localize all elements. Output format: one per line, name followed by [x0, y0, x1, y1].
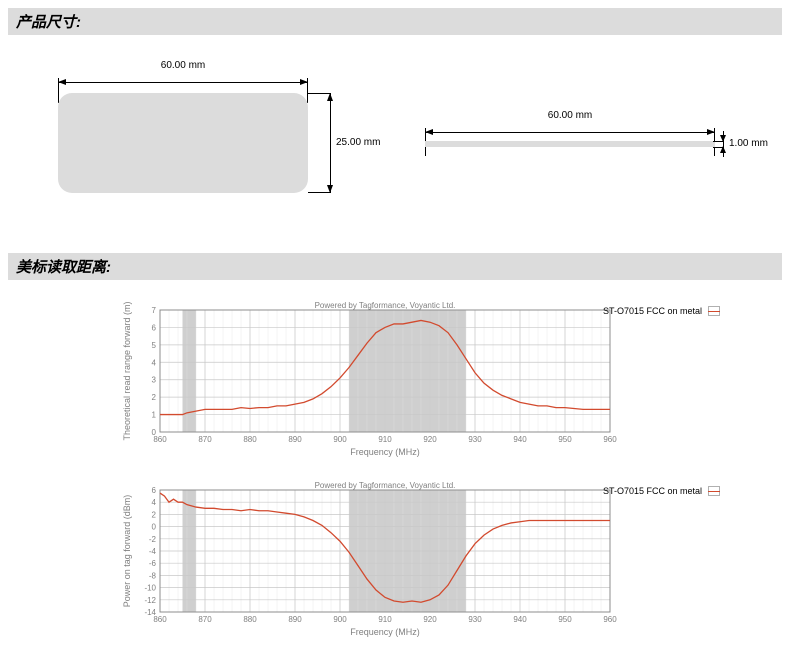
legend-label: ST-O7015 FCC on metal — [603, 306, 702, 316]
legend-swatch — [708, 306, 720, 316]
svg-text:6: 6 — [152, 323, 157, 332]
svg-text:6: 6 — [152, 486, 157, 495]
svg-text:-8: -8 — [149, 571, 157, 580]
svg-text:1: 1 — [152, 411, 157, 420]
chart1-legend: ST-O7015 FCC on metal — [603, 306, 720, 316]
tag-shape-front — [58, 93, 308, 193]
side-width-label: 60.00 mm — [540, 110, 600, 121]
svg-text:7: 7 — [152, 306, 157, 315]
svg-text:880: 880 — [243, 435, 257, 444]
thickness-dimension: 1.00 mm — [717, 131, 765, 161]
chart2-legend: ST-O7015 FCC on metal — [603, 486, 720, 496]
legend-label: ST-O7015 FCC on metal — [603, 486, 702, 496]
svg-text:930: 930 — [468, 435, 482, 444]
svg-text:-4: -4 — [149, 547, 157, 556]
svg-text:-2: -2 — [149, 535, 157, 544]
svg-text:910: 910 — [378, 435, 392, 444]
svg-text:Theoretical read range forward: Theoretical read range forward (m) — [122, 301, 132, 440]
read-range-chart: 8608708808909009109209309409509600123456… — [118, 298, 738, 458]
svg-text:-14: -14 — [144, 608, 156, 617]
svg-text:4: 4 — [152, 498, 157, 507]
width-label: 60.00 mm — [153, 60, 213, 71]
svg-text:-10: -10 — [144, 584, 156, 593]
svg-text:-12: -12 — [144, 596, 156, 605]
svg-text:Power on tag forward (dBm): Power on tag forward (dBm) — [122, 495, 132, 608]
svg-text:2: 2 — [152, 510, 157, 519]
svg-text:900: 900 — [333, 435, 347, 444]
dimensions-diagrams: 60.00 mm 25.00 mm 60.00 mm 1.00 mm — [8, 53, 782, 253]
svg-text:870: 870 — [198, 435, 212, 444]
svg-text:Powered by Tagformance, Voyant: Powered by Tagformance, Voyantic Ltd. — [315, 301, 456, 310]
svg-text:950: 950 — [558, 435, 572, 444]
svg-text:4: 4 — [152, 358, 157, 367]
svg-text:Frequency (MHz): Frequency (MHz) — [350, 447, 420, 457]
svg-text:0: 0 — [152, 523, 157, 532]
svg-text:890: 890 — [288, 435, 302, 444]
tag-shape-side — [425, 141, 715, 147]
height-dimension: 25.00 mm — [320, 93, 380, 193]
svg-text:920: 920 — [423, 435, 437, 444]
section-title-readrange: 美标读取距离: — [8, 253, 782, 280]
power-chart: 860870880890900910920930940950960-14-12-… — [118, 478, 738, 638]
svg-text:0: 0 — [152, 428, 157, 437]
svg-text:Powered by Tagformance, Voyant: Powered by Tagformance, Voyantic Ltd. — [315, 481, 456, 490]
svg-text:960: 960 — [603, 435, 617, 444]
side-width-dimension: 60.00 mm — [425, 113, 715, 137]
svg-text:940: 940 — [513, 435, 527, 444]
front-view-diagram: 60.00 mm 25.00 mm — [28, 53, 375, 223]
legend-swatch — [708, 486, 720, 496]
svg-text:2: 2 — [152, 393, 157, 402]
svg-text:5: 5 — [152, 341, 157, 350]
svg-text:Frequency (MHz): Frequency (MHz) — [350, 627, 420, 637]
svg-text:-6: -6 — [149, 559, 157, 568]
width-dimension: 60.00 mm — [58, 63, 308, 85]
section-title-dimensions: 产品尺寸: — [8, 8, 782, 35]
svg-text:3: 3 — [152, 376, 157, 385]
thickness-label: 1.00 mm — [729, 138, 768, 149]
height-label: 25.00 mm — [336, 137, 380, 148]
side-view-diagram: 60.00 mm 1.00 mm — [415, 83, 762, 183]
